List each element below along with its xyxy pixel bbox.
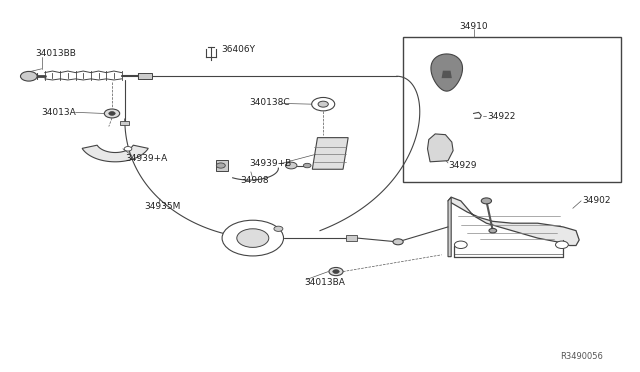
Text: 34908: 34908 [240, 176, 269, 185]
Text: 34013BA: 34013BA [304, 278, 345, 287]
Circle shape [393, 239, 403, 245]
Text: 34939+A: 34939+A [125, 154, 167, 163]
Polygon shape [312, 138, 348, 169]
Bar [216, 160, 228, 171]
Polygon shape [431, 54, 463, 91]
Text: 34922: 34922 [488, 112, 516, 121]
Circle shape [303, 163, 311, 168]
Bar [346, 235, 357, 241]
Circle shape [329, 267, 343, 276]
Circle shape [216, 163, 225, 168]
Circle shape [124, 147, 132, 151]
Circle shape [312, 97, 335, 111]
Polygon shape [442, 71, 452, 78]
Polygon shape [448, 197, 579, 246]
Circle shape [481, 198, 492, 204]
Text: 340138C: 340138C [250, 98, 290, 107]
Circle shape [454, 241, 467, 248]
Text: 34013BB: 34013BB [35, 49, 76, 58]
Bar [120, 121, 129, 125]
Circle shape [489, 228, 497, 233]
Bar [138, 73, 152, 79]
Circle shape [285, 162, 297, 169]
Circle shape [274, 226, 283, 231]
Polygon shape [428, 134, 453, 162]
Circle shape [237, 229, 269, 247]
Bar [403, 37, 621, 182]
Polygon shape [448, 197, 451, 257]
Text: 34902: 34902 [582, 196, 611, 205]
Circle shape [556, 241, 568, 248]
Circle shape [20, 71, 37, 81]
Text: 34013A: 34013A [42, 108, 76, 117]
Circle shape [104, 109, 120, 118]
Text: 36406Y: 36406Y [221, 45, 255, 54]
Circle shape [109, 112, 115, 115]
Polygon shape [82, 145, 148, 162]
Text: R3490056: R3490056 [560, 352, 603, 361]
Text: 34929: 34929 [448, 161, 477, 170]
Text: 34935M: 34935M [144, 202, 180, 211]
Circle shape [318, 101, 328, 107]
Text: 34939+B: 34939+B [250, 159, 292, 168]
Text: 34910: 34910 [460, 22, 488, 31]
Circle shape [333, 270, 339, 273]
Circle shape [222, 220, 284, 256]
